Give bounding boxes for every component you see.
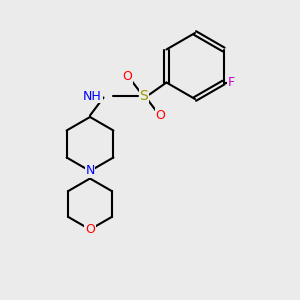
- Text: O: O: [85, 223, 95, 236]
- Text: O: O: [156, 109, 165, 122]
- Text: NH: NH: [83, 89, 102, 103]
- Text: F: F: [227, 76, 235, 89]
- Text: S: S: [140, 89, 148, 103]
- Text: N: N: [85, 164, 95, 178]
- Text: O: O: [123, 70, 132, 83]
